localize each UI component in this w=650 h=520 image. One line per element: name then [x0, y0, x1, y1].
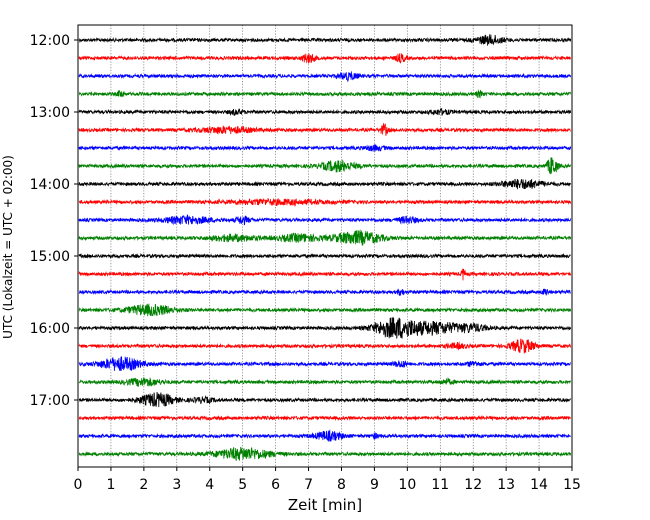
y-tick-label: 16:00 — [30, 321, 70, 337]
x-tick-label: 14 — [530, 477, 548, 493]
x-tick-label: 4 — [205, 477, 214, 493]
x-axis-label: Zeit [min] — [288, 496, 362, 514]
y-tick-label: 12:00 — [30, 33, 70, 49]
x-tick-label: 3 — [172, 477, 181, 493]
seismogram-trace — [78, 316, 572, 339]
seismogram-trace — [78, 53, 572, 65]
x-tick-label: 1 — [106, 477, 115, 493]
seismogram-trace — [78, 414, 571, 422]
seismogram-trace — [78, 143, 572, 153]
seismogram-trace — [78, 123, 571, 136]
seismogram-trace — [78, 338, 572, 354]
y-tick-label: 13:00 — [30, 105, 70, 121]
seismogram-trace — [78, 429, 571, 442]
seismogram-trace — [78, 377, 572, 387]
x-tick-label: 5 — [238, 477, 247, 493]
seismogram-trace — [78, 268, 572, 281]
tick-layer: 0 1 2 3 4 5 6 7 8 9 10 11 12 13 14 1512:0013:0014:0015:… — [30, 33, 581, 493]
y-axis-label: UTC (Lokalzeit = UTC + 02:00) — [1, 155, 15, 339]
x-tick-label: 15 — [563, 477, 581, 493]
x-tick-label: 6 — [271, 477, 280, 493]
x-tick-label: 7 — [304, 477, 313, 493]
seismogram-trace — [78, 214, 572, 226]
x-tick-label: 9 — [370, 477, 379, 493]
seismogram-trace — [78, 178, 572, 190]
x-tick-label: 0 — [74, 477, 83, 493]
x-tick-label: 13 — [497, 477, 515, 493]
trace-layer — [78, 34, 572, 461]
x-tick-label: 12 — [464, 477, 482, 493]
y-tick-label: 14:00 — [30, 177, 70, 193]
x-tick-label: 8 — [337, 477, 346, 493]
y-tick-label: 17:00 — [30, 393, 70, 409]
seismogram-trace — [78, 89, 572, 99]
seismogram-trace — [78, 229, 572, 246]
seismogram-trace — [78, 288, 571, 296]
seismogram-trace — [78, 34, 572, 46]
seismogram-trace — [78, 303, 572, 317]
seismogram-trace — [78, 71, 572, 83]
x-tick-label: 2 — [139, 477, 148, 493]
seismogram-trace — [78, 356, 571, 372]
seismogram-trace — [78, 252, 572, 260]
x-tick-label: 10 — [398, 477, 416, 493]
seismogram-trace — [78, 157, 572, 175]
y-tick-label: 15:00 — [30, 249, 70, 265]
seismogram-trace — [78, 107, 572, 117]
x-tick-label: 11 — [431, 477, 449, 493]
grid-layer — [110, 25, 540, 467]
seismogram-trace — [78, 391, 571, 408]
plot-frame — [77, 24, 573, 468]
seismogram-trace — [78, 446, 572, 461]
seismogram-trace — [78, 197, 572, 207]
